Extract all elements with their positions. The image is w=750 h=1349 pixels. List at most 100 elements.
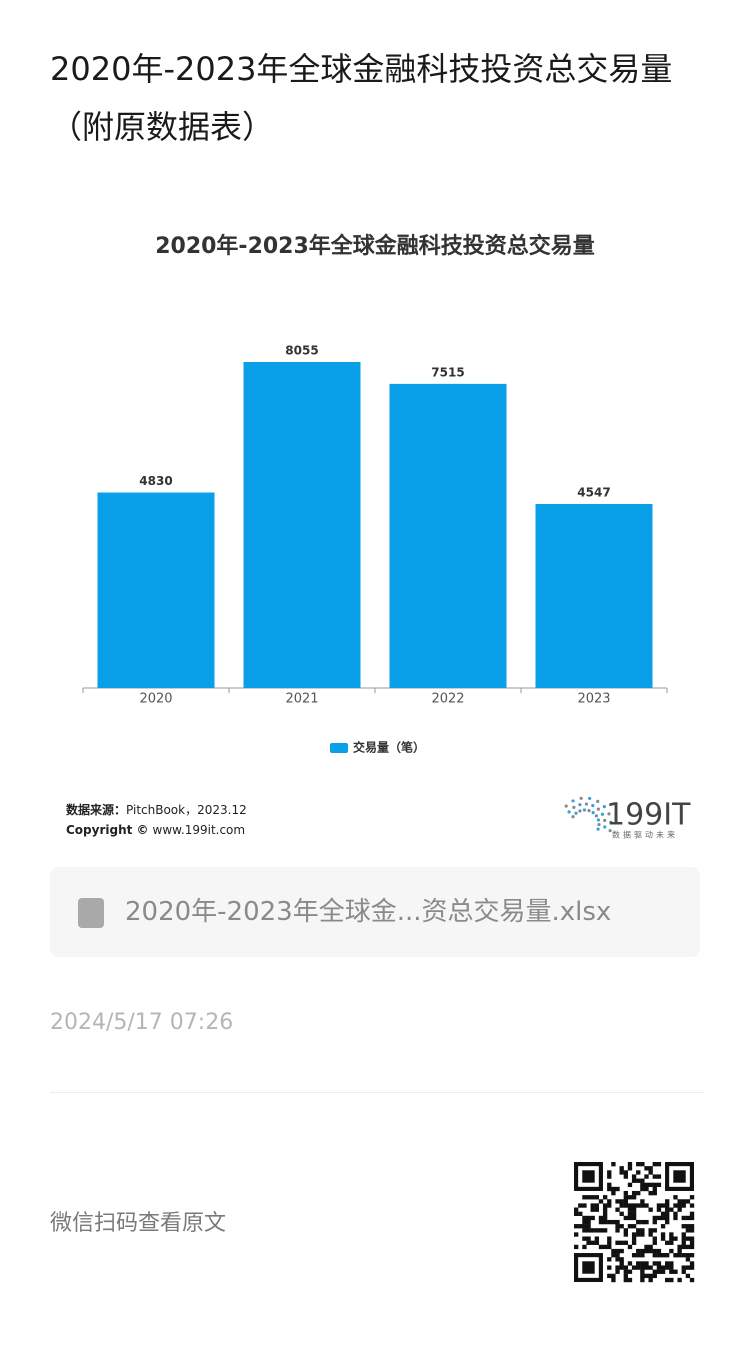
- qr-module: [644, 1219, 649, 1225]
- qr-module: [598, 1219, 604, 1225]
- qr-module: [631, 1174, 637, 1179]
- qr-module: [652, 1219, 657, 1225]
- source-label: 数据来源：: [66, 802, 126, 817]
- qr-module: [582, 1224, 587, 1229]
- qr-module: [689, 1195, 695, 1200]
- footer-text: 微信扫码查看原文: [50, 1211, 227, 1236]
- qr-module: [611, 1253, 616, 1258]
- qr-module: [689, 1211, 695, 1216]
- qr-module: [631, 1211, 637, 1216]
- qr-module: [652, 1236, 657, 1241]
- qr-module: [607, 1265, 612, 1270]
- qr-module: [652, 1182, 657, 1188]
- bar: [243, 362, 361, 688]
- qr-module: [636, 1261, 641, 1266]
- qr-module: [602, 1203, 608, 1208]
- qr-module: [689, 1240, 695, 1245]
- logo-name: 199IT: [606, 798, 691, 833]
- qr-module: [644, 1166, 649, 1171]
- qr-module: [673, 1269, 678, 1274]
- attachment[interactable]: 2020年-2023年全球金...资总交易量.xlsx: [50, 867, 700, 957]
- qr-module: [615, 1219, 620, 1225]
- qr-module: [594, 1207, 600, 1212]
- qr-module: [669, 1236, 674, 1241]
- qr-module: [578, 1211, 583, 1216]
- qr-module: [656, 1215, 662, 1221]
- qr-module: [660, 1253, 666, 1258]
- qr-module: [598, 1228, 604, 1233]
- qr-module: [669, 1207, 674, 1212]
- qr-module: [627, 1195, 633, 1200]
- qr-module: [656, 1182, 662, 1188]
- qr-finder: [582, 1261, 595, 1274]
- qr-module: [619, 1261, 624, 1266]
- qr-module: [685, 1236, 691, 1241]
- qr-module: [660, 1236, 666, 1241]
- logo-dot: [609, 820, 613, 824]
- qr-module: [681, 1244, 686, 1250]
- file-name[interactable]: 2020年-2023年全球金...资总交易量.xlsx: [125, 897, 612, 927]
- qr-module: [636, 1203, 641, 1208]
- qr-module: [673, 1211, 678, 1216]
- qr-module: [619, 1224, 624, 1229]
- qr-module: [689, 1215, 695, 1221]
- qr-module: [669, 1261, 674, 1266]
- qr-module: [631, 1203, 637, 1208]
- qr-module: [582, 1236, 587, 1241]
- qr-module: [627, 1269, 633, 1274]
- qr-module: [607, 1257, 612, 1262]
- logo-dot: [591, 803, 595, 808]
- logo-dot: [597, 822, 601, 827]
- qr-module: [665, 1199, 670, 1204]
- divider: [50, 1092, 705, 1093]
- qr-module: [623, 1228, 628, 1233]
- qr-module: [627, 1162, 633, 1167]
- logo-dot: [591, 811, 595, 815]
- logo-dot: [564, 804, 568, 808]
- qr-module: [673, 1253, 678, 1258]
- logo-dot: [596, 807, 600, 811]
- qr-module: [602, 1195, 608, 1200]
- qr-module: [689, 1224, 695, 1229]
- qr-module: [619, 1240, 624, 1245]
- qr-finder: [582, 1170, 595, 1183]
- qr-finder: [673, 1170, 686, 1183]
- qr-module: [652, 1240, 657, 1245]
- qr-module: [644, 1244, 649, 1250]
- qr-module: [677, 1248, 682, 1254]
- qr-module: [685, 1199, 691, 1204]
- qr-module: [574, 1211, 579, 1216]
- bar: [97, 492, 215, 688]
- qr-module: [607, 1182, 612, 1188]
- copyright-label: Copyright ©: [66, 823, 149, 837]
- qr-module: [602, 1215, 608, 1221]
- qr-module: [665, 1219, 670, 1225]
- qr-module: [648, 1265, 653, 1270]
- logo-dot: [571, 815, 575, 819]
- qr-module: [652, 1228, 657, 1233]
- qr-module: [656, 1265, 662, 1270]
- qr-module: [631, 1236, 637, 1241]
- qr-module: [619, 1257, 624, 1262]
- qr-module: [660, 1265, 666, 1270]
- qr-module: [677, 1244, 682, 1250]
- qr-module: [640, 1265, 645, 1270]
- qr-module: [607, 1186, 612, 1192]
- qr-module: [582, 1244, 587, 1250]
- qr-module: [640, 1232, 645, 1237]
- qr-module: [582, 1215, 587, 1221]
- qr-module: [644, 1265, 649, 1270]
- qr-module: [656, 1253, 662, 1258]
- qr-module: [631, 1207, 637, 1212]
- qr-module: [594, 1203, 600, 1208]
- logo-dot: [602, 805, 606, 809]
- qr-module: [673, 1195, 678, 1200]
- qr-module: [627, 1224, 633, 1229]
- qr-module: [627, 1215, 633, 1221]
- qr-module: [627, 1261, 633, 1266]
- qr-module: [644, 1273, 649, 1279]
- qr-module: [685, 1224, 691, 1229]
- qr-module: [636, 1228, 641, 1233]
- qr-module: [665, 1215, 670, 1221]
- qr-module: [656, 1174, 662, 1179]
